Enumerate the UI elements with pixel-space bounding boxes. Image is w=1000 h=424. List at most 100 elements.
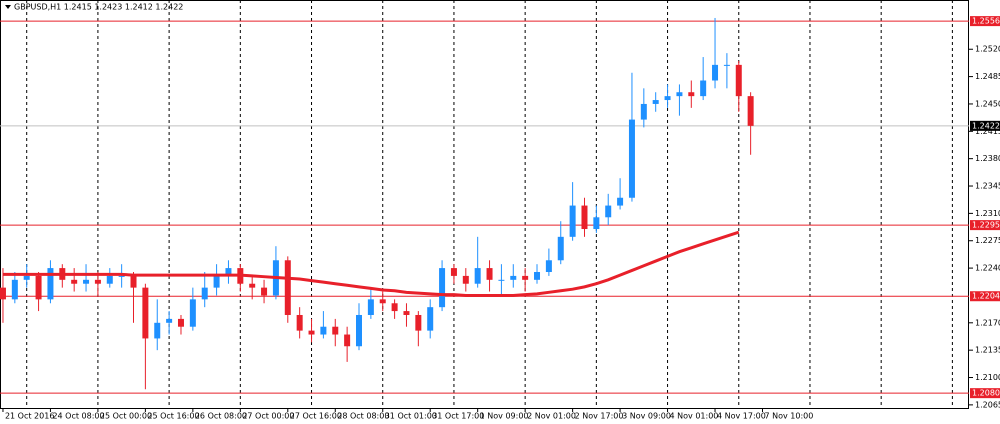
candle-body <box>534 272 541 280</box>
candle-body <box>11 279 18 300</box>
candle-body <box>308 330 315 335</box>
candle-body <box>71 279 78 284</box>
candle-body <box>379 299 386 304</box>
y-tick-label: 1.2240 <box>975 264 1000 273</box>
candle-body <box>261 287 268 296</box>
x-tick-label: 21 Oct 2016 <box>5 412 54 421</box>
candle-body <box>94 279 101 284</box>
candle-body <box>47 268 54 300</box>
y-tick-label: 1.2485 <box>975 72 1000 81</box>
candle-body <box>617 197 624 206</box>
candle-body <box>213 275 220 288</box>
candle-body <box>605 205 612 218</box>
candle-body <box>35 275 42 300</box>
candle-body <box>486 268 493 280</box>
candle-body <box>367 299 374 315</box>
candle-body <box>640 103 647 120</box>
y-tick-label: 1.2170 <box>975 318 1000 327</box>
level-label: 1.2556 <box>972 17 1000 26</box>
level-label: 1.2204 <box>972 292 1000 301</box>
menu-arrow[interactable] <box>5 5 11 9</box>
candle-body <box>652 100 659 104</box>
candle-body <box>688 92 695 97</box>
y-tick-label: 1.2135 <box>975 346 1000 355</box>
chart-title: GBPUSD,H1 1.2415 1.2423 1.2412 1.2422 <box>14 3 183 12</box>
candle-body <box>249 283 256 288</box>
candle-body <box>427 307 434 331</box>
candle-body <box>498 279 505 281</box>
x-tick-label: 2 Nov 17:00 <box>575 412 624 421</box>
x-tick-label: 1 Nov 09:00 <box>480 412 529 421</box>
candle-body <box>106 275 113 284</box>
x-tick-label: 25 Oct 00:00 <box>100 412 152 421</box>
candle-body <box>344 334 351 347</box>
x-tick-label: 24 Oct 08:00 <box>52 412 104 421</box>
candle-body <box>355 314 362 347</box>
candle-body <box>522 275 529 280</box>
y-tick-label: 1.2415 <box>975 127 1000 136</box>
y-tick-label: 1.2100 <box>975 373 1000 382</box>
candle-body <box>545 260 552 272</box>
candle-body <box>166 318 173 323</box>
candle-body <box>118 275 125 277</box>
y-tick-label: 1.2310 <box>975 209 1000 218</box>
candle-body <box>177 318 184 327</box>
candle-body <box>593 217 600 230</box>
x-tick-label: 2 Nov 01:00 <box>527 412 576 421</box>
candle-body <box>462 275 469 284</box>
candle-body <box>569 205 576 237</box>
candle-body <box>628 119 635 198</box>
candle-body <box>391 303 398 312</box>
candle-body <box>415 314 422 331</box>
moving-average <box>2 230 740 297</box>
candle-body <box>700 80 707 97</box>
candle-body <box>723 64 730 66</box>
candle-body <box>332 326 339 335</box>
x-tick-label: 31 Oct 17:00 <box>432 412 484 421</box>
candle-body <box>83 279 90 284</box>
candle-body <box>142 287 149 339</box>
level-label: 1.2295 <box>972 221 1000 230</box>
x-tick-label: 7 Nov 10:00 <box>765 412 814 421</box>
y-tick-label: 1.2520 <box>975 45 1000 54</box>
candle-body <box>225 268 232 276</box>
x-tick-label: 31 Oct 01:00 <box>385 412 437 421</box>
x-tick-label: 4 Nov 17:00 <box>717 412 766 421</box>
x-tick-label: 4 Nov 01:00 <box>670 412 719 421</box>
level-label: 1.2080 <box>972 389 1000 398</box>
y-tick-label: 1.2275 <box>975 236 1000 245</box>
candle-body <box>664 96 671 101</box>
candle-body <box>712 64 719 81</box>
candle-body <box>439 268 446 308</box>
x-tick-label: 28 Oct 08:00 <box>337 412 389 421</box>
y-tick-label: 1.2450 <box>975 99 1000 108</box>
candle-body <box>320 326 327 335</box>
candle-body <box>23 275 30 280</box>
candle-body <box>474 268 481 284</box>
candle-body <box>747 96 754 126</box>
candle-body <box>154 322 161 339</box>
y-tick-label: 1.2345 <box>975 182 1000 191</box>
y-tick-label: 1.2380 <box>975 154 1000 163</box>
x-tick-label: 27 Oct 00:00 <box>242 412 294 421</box>
candle-body <box>676 92 683 97</box>
candle-body <box>735 64 742 97</box>
candle-body <box>510 275 517 280</box>
candle-body <box>296 314 303 331</box>
level-tag <box>970 388 1000 399</box>
level-tag <box>970 16 1000 27</box>
price-tag <box>970 120 1000 131</box>
level-tag <box>970 291 1000 302</box>
candle-body <box>403 311 410 315</box>
candle-body <box>201 287 208 300</box>
level-tag <box>970 220 1000 231</box>
candle-body <box>130 275 137 288</box>
y-tick-label: 1.2065 <box>975 400 1000 409</box>
x-tick-label: 26 Oct 08:00 <box>195 412 247 421</box>
candle-body <box>450 268 457 276</box>
candle-body <box>284 260 291 315</box>
plot-frame <box>0 0 969 409</box>
candle-body <box>581 205 588 230</box>
x-tick-label: 3 Nov 09:00 <box>622 412 671 421</box>
